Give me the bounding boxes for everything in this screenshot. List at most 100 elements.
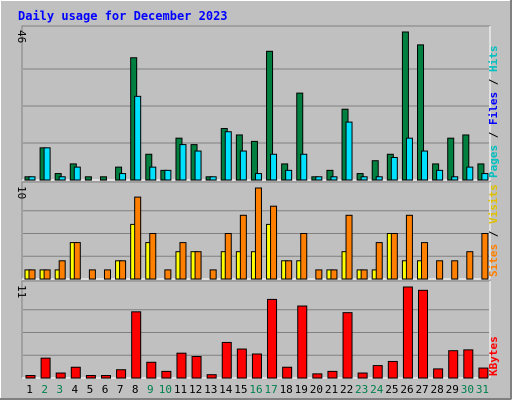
legend-kbytes: KBytes — [487, 336, 500, 376]
bar-files — [315, 176, 323, 181]
kbytes-ymax-label: 11 — [15, 285, 28, 298]
x-tick-label: 3 — [56, 383, 63, 396]
legend-files: Files — [487, 92, 500, 125]
x-tick-label: 8 — [132, 383, 139, 396]
bar-hits — [477, 163, 485, 181]
bar-files — [149, 166, 157, 181]
bar-hits — [250, 140, 258, 181]
bar-files — [375, 176, 383, 181]
bar-hits — [417, 44, 425, 181]
bar-kbytes — [85, 375, 96, 379]
bar-files — [421, 150, 429, 181]
bar-files — [254, 173, 262, 181]
bar-visits — [209, 269, 217, 280]
x-tick-label: 26 — [400, 383, 413, 396]
bar-files — [194, 150, 202, 181]
x-tick-label: 7 — [117, 383, 124, 396]
x-tick-label: 29 — [446, 383, 459, 396]
bar-files — [300, 153, 308, 181]
bar-files — [270, 153, 278, 181]
bar-files — [179, 144, 187, 181]
bar-files — [209, 176, 217, 181]
bar-files — [134, 95, 142, 181]
x-tick-label: 21 — [325, 383, 338, 396]
bar-kbytes — [433, 368, 444, 379]
x-tick-label: 10 — [159, 383, 172, 396]
bar-kbytes — [161, 370, 172, 379]
bar-hits — [401, 31, 409, 181]
bar-visits — [58, 260, 66, 280]
bar-visits — [390, 233, 398, 280]
bar-files — [119, 173, 127, 181]
bar-files — [360, 176, 368, 181]
bar-visits — [360, 269, 368, 280]
x-tick-label: 25 — [385, 383, 398, 396]
bar-files — [436, 169, 444, 181]
bar-visits — [466, 251, 474, 280]
bar-kbytes — [327, 370, 338, 379]
x-tick-label: 19 — [295, 383, 308, 396]
bar-files — [390, 156, 398, 181]
x-tick-label: 12 — [189, 383, 202, 396]
x-tick-label: 1 — [26, 383, 33, 396]
bar-visits — [134, 196, 142, 280]
bar-visits — [405, 214, 413, 280]
bar-visits — [330, 269, 338, 280]
x-tick-label: 27 — [415, 383, 428, 396]
bar-hits — [266, 50, 274, 181]
bar-hits — [447, 137, 455, 181]
x-tick-label: 30 — [461, 383, 474, 396]
bar-kbytes — [236, 348, 247, 379]
legend-hits: Hits — [487, 46, 500, 73]
bar-files — [164, 169, 172, 181]
x-tick-label: 22 — [340, 383, 353, 396]
bar-kbytes — [206, 374, 217, 379]
x-tick-label: 28 — [431, 383, 444, 396]
bar-visits — [73, 242, 81, 280]
bar-visits — [345, 214, 353, 280]
bar-hits — [99, 176, 107, 181]
bar-kbytes — [25, 375, 36, 379]
bar-files — [73, 166, 81, 181]
bar-kbytes — [221, 341, 232, 379]
bar-kbytes — [116, 369, 127, 379]
x-tick-label: 15 — [234, 383, 247, 396]
bar-kbytes — [40, 357, 51, 379]
bar-kbytes — [448, 350, 459, 379]
bar-files — [451, 176, 459, 181]
bar-visits — [194, 251, 202, 280]
x-tick-label: 11 — [174, 383, 187, 396]
bar-hits — [84, 176, 92, 181]
visits-sites-legend: Sites / Visits — [487, 184, 500, 277]
legend-pages: Pages — [487, 145, 500, 178]
bar-visits — [421, 242, 429, 280]
bar-hits — [462, 134, 470, 181]
visits-sites-ymax-label: 10 — [15, 186, 28, 199]
hits-files-pages-legend: Pages / Files / Hits — [487, 46, 500, 179]
bar-files — [345, 121, 353, 181]
bar-files — [28, 176, 36, 181]
x-tick-label: 31 — [476, 383, 489, 396]
x-tick-label: 4 — [72, 383, 79, 396]
bar-files — [466, 166, 474, 181]
bar-files — [481, 173, 489, 181]
x-tick-label: 20 — [310, 383, 323, 396]
bar-kbytes — [70, 366, 81, 379]
bar-visits — [315, 269, 323, 280]
bar-kbytes — [131, 311, 142, 379]
bar-hits — [296, 92, 304, 181]
x-tick-label: 9 — [147, 383, 154, 396]
bar-hits — [371, 160, 379, 181]
bar-visits — [375, 242, 383, 280]
x-tick-label: 23 — [355, 383, 368, 396]
bar-visits — [164, 269, 172, 280]
x-tick-label: 6 — [102, 383, 109, 396]
bar-files — [58, 176, 66, 181]
bar-visits — [103, 269, 111, 280]
bar-kbytes — [251, 353, 262, 379]
kbytes-legend: KBytes — [487, 336, 500, 376]
legend-visits: Visits — [487, 184, 500, 224]
bar-visits — [300, 233, 308, 280]
